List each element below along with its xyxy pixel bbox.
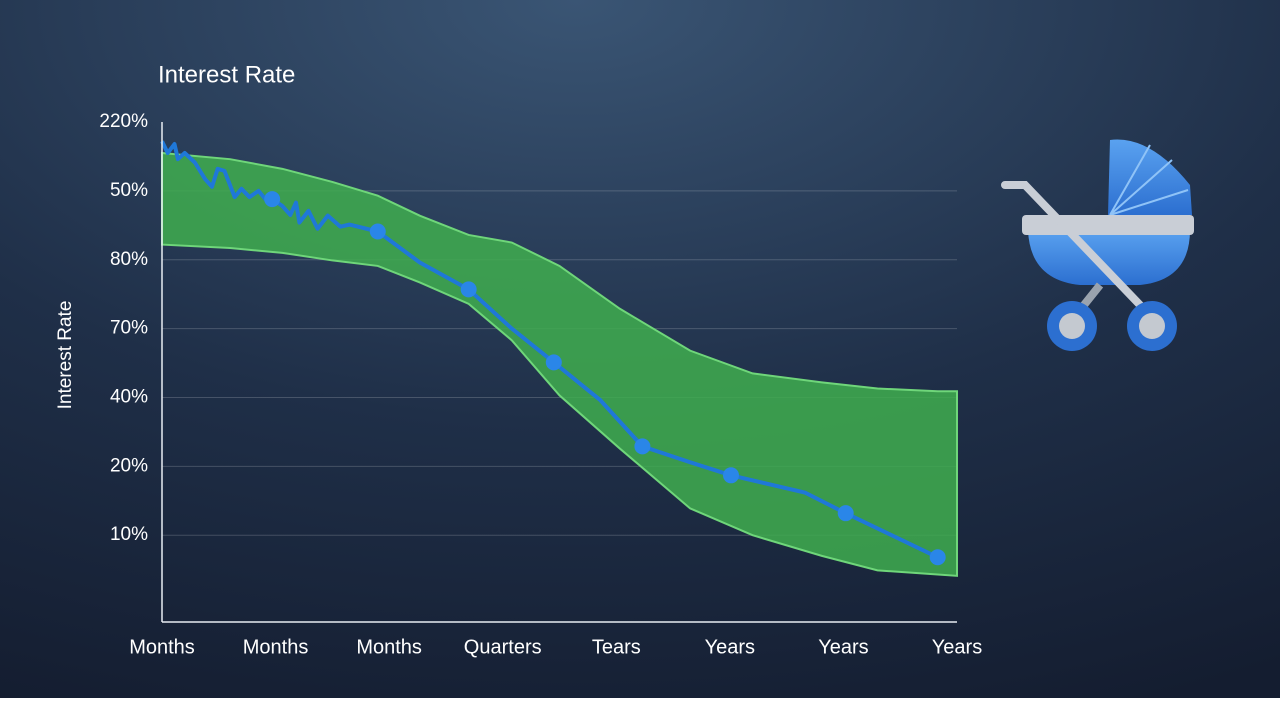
x-tick-label: Months [129,636,195,658]
point [545,354,562,371]
x-tick-label: Months [243,636,309,658]
x-tick-label: Quarters [464,636,542,658]
y-tick-label: 220% [99,111,148,132]
line [160,140,939,560]
stroller-icon [1001,139,1194,351]
y-tick-label: 50% [110,180,148,201]
x-tick-label: Tears [592,636,641,658]
y-tick-label: 40% [110,386,148,407]
y-tick-label: 20% [110,455,148,476]
point [837,505,854,522]
point [722,467,739,484]
point [369,223,386,240]
x-tick-label: Years [932,636,982,658]
point [929,549,946,566]
point [460,281,477,298]
chart-title: Interest Rate [158,61,295,88]
x-tick-label: Years [705,636,755,658]
y-tick-label: 70% [110,318,148,339]
y-axis-label: Interest Rate [55,301,76,410]
point [264,191,281,208]
y-tick-label: 10% [110,524,148,545]
point [634,438,651,455]
x-tick-label: Months [356,636,422,658]
y-tick-label: 80% [110,249,148,270]
x-tick-label: Years [818,636,868,658]
